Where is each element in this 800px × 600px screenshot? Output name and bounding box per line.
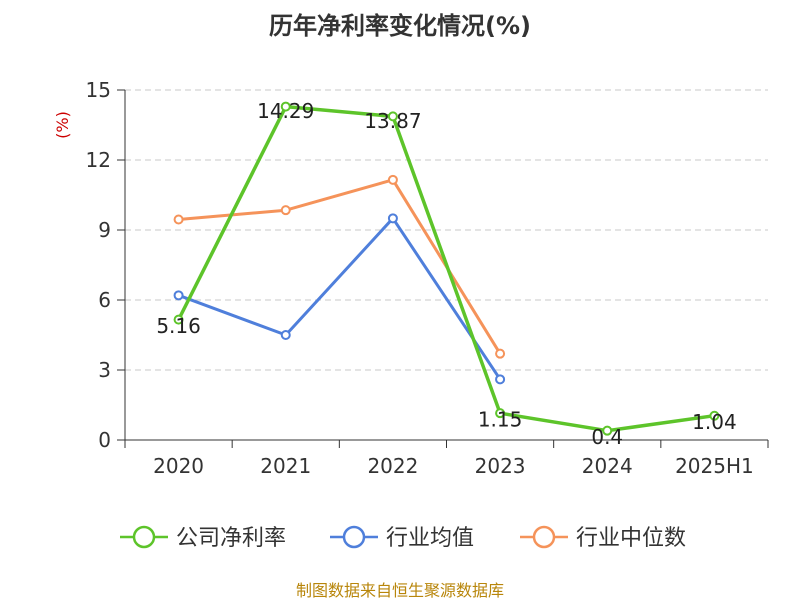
data-label: 5.16: [156, 314, 201, 338]
legend-label: 公司净利率: [176, 526, 286, 551]
y-axis-label: (%): [53, 111, 72, 139]
series-0: [173, 101, 720, 436]
data-label: 14.29: [257, 99, 314, 123]
data-point: [709, 410, 720, 421]
data-label: 13.87: [364, 109, 421, 133]
x-tick-label: 2024: [582, 454, 633, 478]
data-point: [280, 330, 291, 340]
data-point: [495, 348, 506, 359]
legend-marker: [342, 525, 366, 549]
legend: 公司净利率 行业均值 行业中位数: [120, 525, 686, 551]
legend-label: 行业中位数: [576, 526, 686, 551]
data-point: [495, 408, 506, 419]
data-point: [387, 174, 398, 185]
data-point: [602, 425, 613, 436]
y-tick-label: 3: [98, 358, 111, 382]
y-tick-label: 0: [98, 428, 111, 452]
legend-marker: [132, 525, 156, 549]
series-line: [177, 104, 715, 433]
data-label: 1.04: [692, 410, 737, 434]
data-label: 1.15: [478, 408, 523, 432]
grid-lines: [125, 89, 768, 371]
data-point: [387, 213, 398, 224]
legend-label: 行业均值: [386, 526, 474, 551]
data-point: [495, 374, 506, 385]
legend-item-2: 行业中位数: [520, 525, 686, 551]
source-note: 制图数据来自恒生聚源数据库: [296, 581, 504, 600]
data-point: [280, 205, 291, 216]
y-tick-label: 6: [98, 288, 111, 312]
data-label: 0.4: [591, 425, 623, 449]
series-line: [178, 178, 502, 355]
chart-title: 历年净利率变化情况(%): [269, 12, 531, 40]
y-tick-label: 12: [86, 148, 111, 172]
series-line: [178, 216, 502, 381]
x-tick-label: 2025H1: [675, 454, 754, 478]
x-tick-label: 2021: [260, 454, 311, 478]
data-point: [173, 214, 184, 225]
data-point: [280, 101, 291, 112]
data-point: [173, 314, 184, 325]
x-tick-label: 2023: [475, 454, 526, 478]
legend-item-1: 行业均值: [330, 525, 474, 551]
y-tick-label: 9: [98, 218, 111, 242]
legend-marker: [532, 525, 556, 549]
data-point: [387, 111, 398, 122]
legend-item-0: 公司净利率: [120, 525, 286, 551]
axes: 0 3 6 9 12 15 2020 2021 2022 2023 2024 2025H1: [86, 78, 769, 478]
data-point: [173, 290, 184, 301]
series-1: [173, 213, 506, 385]
y-tick-label: 15: [86, 78, 111, 102]
series-2: [173, 174, 506, 359]
series-layer: 5.16 14.29 13.87 1.15 0.4 1.04: [156, 99, 736, 449]
x-tick-label: 2020: [153, 454, 204, 478]
x-tick-label: 2022: [367, 454, 418, 478]
